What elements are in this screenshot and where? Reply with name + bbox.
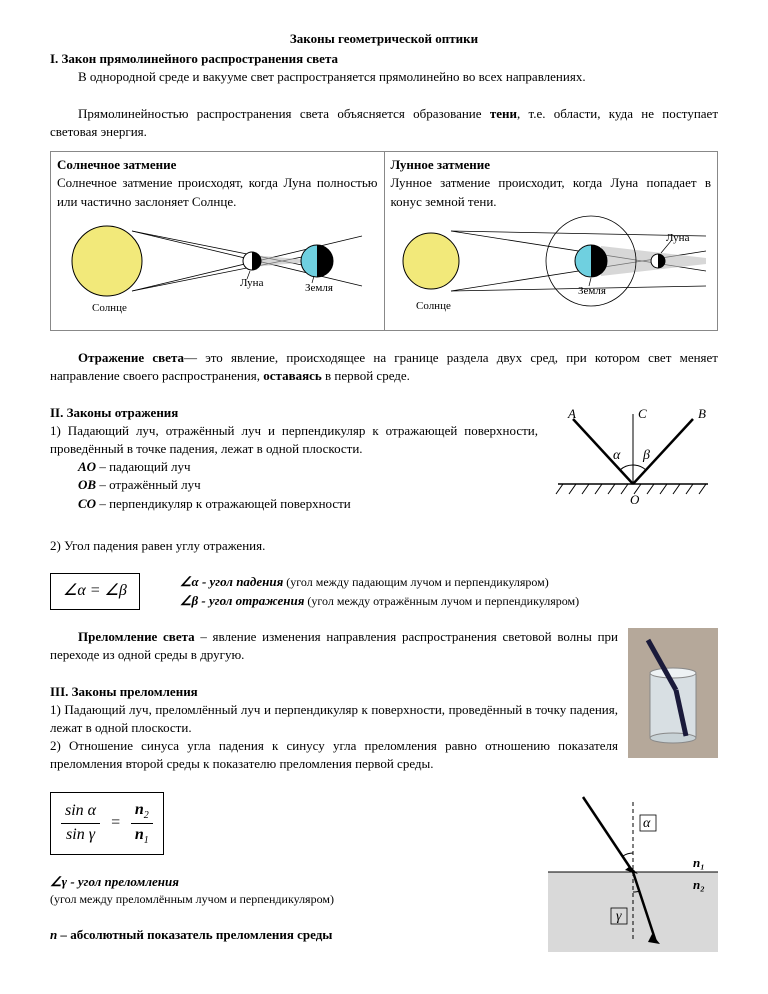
angle-eq-box: ∠α = ∠β [50,573,140,609]
alpha-r: α [643,816,651,831]
eclipse-table: Солнечное затмение Солнечное затмение пр… [50,151,718,331]
lunar-diagram: Солнце Земля Луна [391,211,712,326]
sun-label2: Солнце [416,300,451,312]
moon-label: Луна [240,277,264,289]
section2-head: II. Законы отражения [50,404,538,422]
refraction-law2: 2) Отношение синуса угла падения к синус… [50,737,618,773]
n-def-a: n – [50,927,67,942]
refl-def-d: в первой среде. [322,368,410,383]
snell-formula-box: sin α sin γ = n2 n1 [50,792,164,855]
gamma-lbl: ∠γ - угол преломления [50,874,179,889]
label-C: C [638,406,647,421]
section1-p2: Прямолинейностью распространения света о… [50,105,718,141]
page-title: Законы геометрической оптики [50,30,718,48]
n-bot: n [135,826,144,843]
p2b: тени [490,106,517,121]
label-O: O [630,492,640,507]
refr-def-a: Преломление света [78,629,195,644]
reflection-law2: 2) Угол падения равен углу отражения. [50,537,718,555]
sub2: 2 [144,810,149,821]
label-A: A [567,406,576,421]
solar-title: Солнечное затмение [57,156,378,174]
co: CO [78,496,96,511]
label-alpha: α [613,448,621,463]
n-def-b: абсолютный показатель преломления среды [67,927,332,942]
reflection-laws-text: II. Законы отражения 1) Падающий луч, от… [50,404,538,513]
beta-note: (угол между отражённым лучом и перпендик… [304,594,579,608]
section3-head: III. Законы преломления [50,683,618,701]
sin1: sin [65,802,88,819]
refl-def-c: оставаясь [263,368,322,383]
solar-text: Солнечное затмение происходят, когда Лун… [57,174,378,210]
frac-right: n2 n1 [131,799,153,848]
eq-sign: = [104,814,127,831]
p2a: Прямолинейностью распространения света о… [78,106,490,121]
solar-diagram: Солнце Луна Земля [57,211,378,326]
sun-label: Солнце [92,302,127,314]
sub1: 1 [144,835,149,846]
lunar-cell: Лунное затмение Лунное затмение происход… [384,152,718,331]
sin2: sin [66,826,89,843]
moon-label2: Луна [666,232,690,244]
alpha-f: α [88,802,96,819]
label-beta: β [642,448,650,463]
angle-notes: ∠α - угол падения (угол между падающим л… [180,573,579,609]
reflection-def: Отражение света— это явление, происходящ… [50,349,718,385]
ob-t: – отражённый луч [96,477,201,492]
gamma-r: γ [616,909,622,924]
n1-lbl: n₁ [693,855,705,870]
ao: AO [78,459,96,474]
refraction-law1: 1) Падающий луч, преломлённый луч и перп… [50,701,618,737]
label-B: B [698,406,706,421]
beta-lbl: ∠β - угол отражения [180,593,305,608]
n2-lbl: n₂ [693,877,705,892]
ob: OB [78,477,96,492]
lunar-text: Лунное затмение происходит, когда Луна п… [391,174,712,210]
refraction-diagram: α γ n₁ n₂ [548,792,718,957]
reflection-law1: 1) Падающий луч, отражённый луч и перпен… [50,422,538,458]
earth-label: Земля [305,282,333,294]
alpha-note: (угол между падающим лучом и перпендикул… [283,575,548,589]
section1-p1: В однородной среде и вакууме свет распро… [50,68,718,86]
refl-def-a: Отражение света [78,350,184,365]
reflection-diagram: A B C O α β [548,404,718,519]
gamma-note: (угол между преломлённым лучом и перпенд… [50,891,334,908]
alpha-lbl: ∠α - угол падения [180,574,283,589]
glass-photo [628,628,718,763]
refraction-def: Преломление света – явление изменения на… [50,628,618,664]
earth-label2: Земля [578,285,606,297]
section1-head: I. Закон прямолинейного распространения … [50,50,718,68]
co-t: – перпендикуляр к отражающей поверхности [96,496,351,511]
solar-cell: Солнечное затмение Солнечное затмение пр… [51,152,385,331]
lunar-title: Лунное затмение [391,156,712,174]
n-top: n [135,801,144,818]
ao-t: – падающий луч [96,459,191,474]
frac-left: sin α sin γ [61,800,100,846]
gamma-f: γ [89,826,95,843]
